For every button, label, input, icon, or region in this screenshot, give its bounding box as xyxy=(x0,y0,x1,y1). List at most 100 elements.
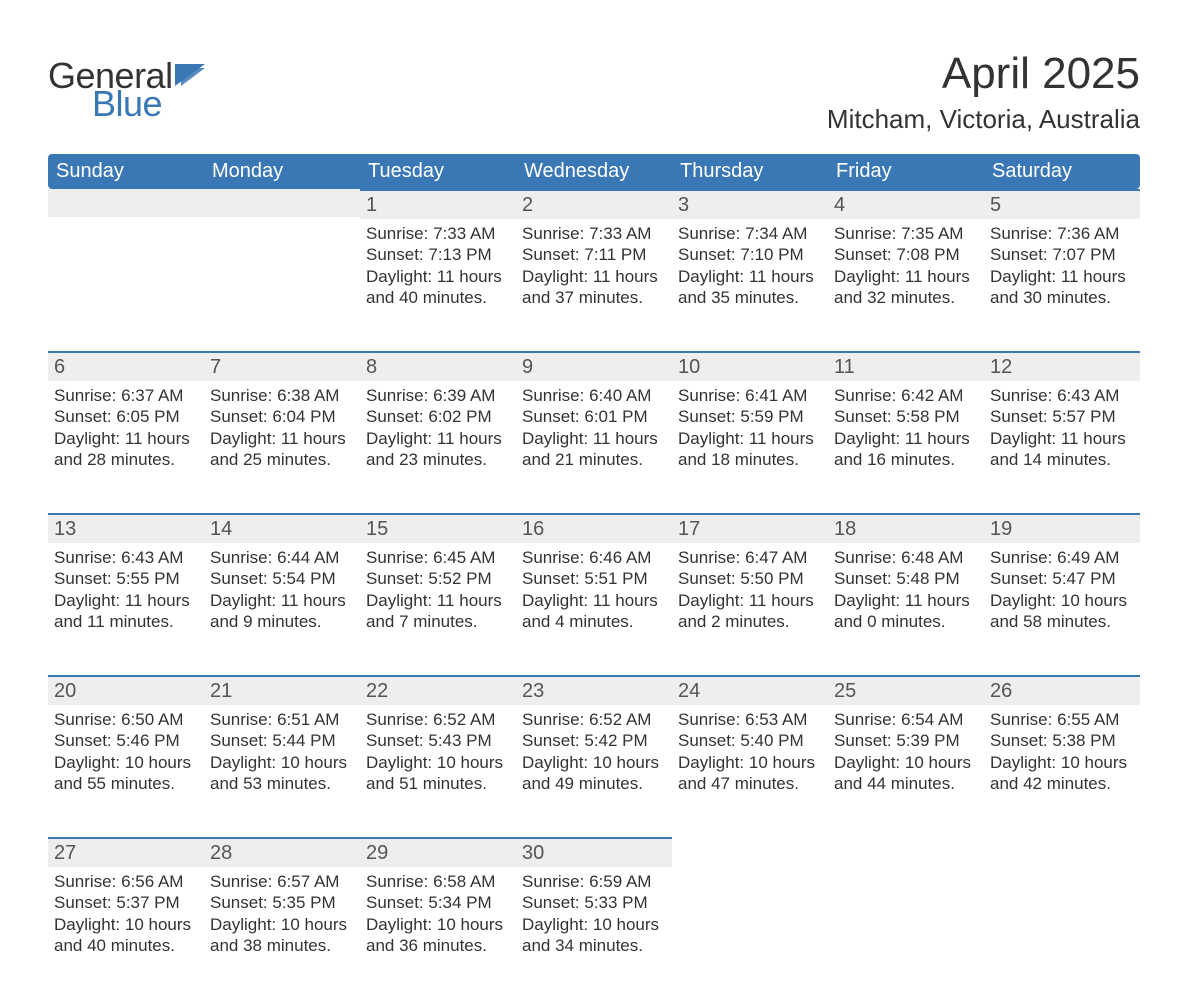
day-day1: Daylight: 11 hours xyxy=(366,266,510,287)
page: General Blue April 2025 Mitcham, Victori… xyxy=(0,0,1188,918)
day-number: 20 xyxy=(48,675,204,705)
day-cell: Sunrise: 6:46 AMSunset: 5:51 PMDaylight:… xyxy=(516,543,672,675)
day-sunrise: Sunrise: 6:56 AM xyxy=(54,871,198,892)
day-cell: Sunrise: 6:38 AMSunset: 6:04 PMDaylight:… xyxy=(204,381,360,513)
day-cell-body: Sunrise: 6:43 AMSunset: 5:55 PMDaylight:… xyxy=(48,543,204,636)
day-number-cell: 29 xyxy=(360,837,516,867)
day-number-cell: 17 xyxy=(672,513,828,543)
day-sunrise: Sunrise: 6:49 AM xyxy=(990,547,1134,568)
day-number: 25 xyxy=(828,675,984,705)
day-number: 17 xyxy=(672,513,828,543)
day-day2: and 37 minutes. xyxy=(522,287,666,308)
day-number: 26 xyxy=(984,675,1140,705)
day-number: 4 xyxy=(828,189,984,219)
day-day1: Daylight: 10 hours xyxy=(366,914,510,935)
day-cell: Sunrise: 7:34 AMSunset: 7:10 PMDaylight:… xyxy=(672,219,828,351)
day-day2: and 34 minutes. xyxy=(522,935,666,956)
day-day1: Daylight: 10 hours xyxy=(990,752,1134,773)
day-number-cell: 26 xyxy=(984,675,1140,705)
day-number: 8 xyxy=(360,351,516,381)
day-sunrise: Sunrise: 6:43 AM xyxy=(54,547,198,568)
day-number-cell: 9 xyxy=(516,351,672,381)
day-cell xyxy=(984,867,1140,999)
day-sunrise: Sunrise: 6:46 AM xyxy=(522,547,666,568)
day-sunset: Sunset: 5:46 PM xyxy=(54,730,198,751)
day-day2: and 40 minutes. xyxy=(366,287,510,308)
week-daynum-row: 20212223242526 xyxy=(48,675,1140,705)
day-day1: Daylight: 11 hours xyxy=(990,266,1134,287)
day-cell-body: Sunrise: 6:43 AMSunset: 5:57 PMDaylight:… xyxy=(984,381,1140,474)
day-number: 5 xyxy=(984,189,1140,219)
day-cell: Sunrise: 6:43 AMSunset: 5:55 PMDaylight:… xyxy=(48,543,204,675)
day-number-cell: 13 xyxy=(48,513,204,543)
day-number-cell: 6 xyxy=(48,351,204,381)
day-cell-body: Sunrise: 6:49 AMSunset: 5:47 PMDaylight:… xyxy=(984,543,1140,636)
day-number-cell: 21 xyxy=(204,675,360,705)
day-day1: Daylight: 11 hours xyxy=(522,428,666,449)
day-cell-body: Sunrise: 6:39 AMSunset: 6:02 PMDaylight:… xyxy=(360,381,516,474)
day-day1: Daylight: 11 hours xyxy=(678,590,822,611)
day-number: 21 xyxy=(204,675,360,705)
week-daynum-row: 12345 xyxy=(48,189,1140,219)
day-sunrise: Sunrise: 7:35 AM xyxy=(834,223,978,244)
day-day1: Daylight: 10 hours xyxy=(366,752,510,773)
day-sunset: Sunset: 5:38 PM xyxy=(990,730,1134,751)
day-day2: and 55 minutes. xyxy=(54,773,198,794)
day-sunset: Sunset: 6:05 PM xyxy=(54,406,198,427)
day-day2: and 7 minutes. xyxy=(366,611,510,632)
day-sunrise: Sunrise: 6:54 AM xyxy=(834,709,978,730)
day-cell xyxy=(828,867,984,999)
day-cell xyxy=(672,867,828,999)
day-number-cell: 10 xyxy=(672,351,828,381)
weekday-header: Wednesday xyxy=(516,154,672,189)
day-cell: Sunrise: 6:39 AMSunset: 6:02 PMDaylight:… xyxy=(360,381,516,513)
day-day2: and 28 minutes. xyxy=(54,449,198,470)
day-cell: Sunrise: 6:47 AMSunset: 5:50 PMDaylight:… xyxy=(672,543,828,675)
day-cell-body: Sunrise: 6:40 AMSunset: 6:01 PMDaylight:… xyxy=(516,381,672,474)
day-number-cell: 22 xyxy=(360,675,516,705)
day-number: 9 xyxy=(516,351,672,381)
day-day1: Daylight: 11 hours xyxy=(990,428,1134,449)
day-cell-body: Sunrise: 6:52 AMSunset: 5:43 PMDaylight:… xyxy=(360,705,516,798)
day-number-cell: 3 xyxy=(672,189,828,219)
day-sunset: Sunset: 5:58 PM xyxy=(834,406,978,427)
day-cell: Sunrise: 6:54 AMSunset: 5:39 PMDaylight:… xyxy=(828,705,984,837)
day-cell: Sunrise: 6:43 AMSunset: 5:57 PMDaylight:… xyxy=(984,381,1140,513)
day-cell-body: Sunrise: 6:37 AMSunset: 6:05 PMDaylight:… xyxy=(48,381,204,474)
day-cell-body: Sunrise: 6:47 AMSunset: 5:50 PMDaylight:… xyxy=(672,543,828,636)
day-number-cell: 14 xyxy=(204,513,360,543)
day-day1: Daylight: 11 hours xyxy=(522,590,666,611)
day-sunset: Sunset: 5:57 PM xyxy=(990,406,1134,427)
day-day2: and 16 minutes. xyxy=(834,449,978,470)
day-number-cell: 15 xyxy=(360,513,516,543)
day-sunrise: Sunrise: 7:33 AM xyxy=(366,223,510,244)
day-cell: Sunrise: 6:52 AMSunset: 5:42 PMDaylight:… xyxy=(516,705,672,837)
day-sunset: Sunset: 7:13 PM xyxy=(366,244,510,265)
day-day1: Daylight: 10 hours xyxy=(522,752,666,773)
day-sunrise: Sunrise: 6:39 AM xyxy=(366,385,510,406)
day-day2: and 30 minutes. xyxy=(990,287,1134,308)
weekday-header: Saturday xyxy=(984,154,1140,189)
day-sunset: Sunset: 6:02 PM xyxy=(366,406,510,427)
day-number: 6 xyxy=(48,351,204,381)
day-number: 24 xyxy=(672,675,828,705)
day-sunrise: Sunrise: 6:51 AM xyxy=(210,709,354,730)
week-body-row: Sunrise: 7:33 AMSunset: 7:13 PMDaylight:… xyxy=(48,219,1140,351)
day-number-cell: 20 xyxy=(48,675,204,705)
day-day1: Daylight: 11 hours xyxy=(210,428,354,449)
month-title: April 2025 xyxy=(827,50,1140,98)
day-sunrise: Sunrise: 6:42 AM xyxy=(834,385,978,406)
day-cell: Sunrise: 6:42 AMSunset: 5:58 PMDaylight:… xyxy=(828,381,984,513)
day-number: 12 xyxy=(984,351,1140,381)
weekday-header: Sunday xyxy=(48,154,204,189)
day-day2: and 47 minutes. xyxy=(678,773,822,794)
day-cell-body: Sunrise: 6:45 AMSunset: 5:52 PMDaylight:… xyxy=(360,543,516,636)
day-cell-body: Sunrise: 6:51 AMSunset: 5:44 PMDaylight:… xyxy=(204,705,360,798)
day-sunset: Sunset: 5:54 PM xyxy=(210,568,354,589)
day-cell-body: Sunrise: 6:58 AMSunset: 5:34 PMDaylight:… xyxy=(360,867,516,960)
day-cell-body: Sunrise: 6:52 AMSunset: 5:42 PMDaylight:… xyxy=(516,705,672,798)
weekday-header: Tuesday xyxy=(360,154,516,189)
day-sunrise: Sunrise: 6:38 AM xyxy=(210,385,354,406)
day-number-cell xyxy=(204,189,360,219)
day-day2: and 14 minutes. xyxy=(990,449,1134,470)
